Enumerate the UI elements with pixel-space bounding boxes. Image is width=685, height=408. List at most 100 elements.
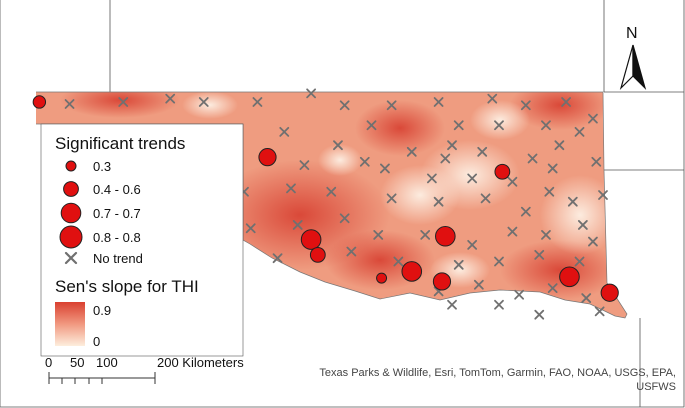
legend-slope-title: Sen's slope for THI bbox=[55, 277, 199, 296]
no-trend-marker bbox=[594, 306, 605, 317]
no-trend-marker bbox=[554, 140, 565, 151]
no-trend-marker bbox=[292, 220, 303, 230]
legend-class-symbol bbox=[63, 181, 79, 197]
trend-marker bbox=[494, 163, 511, 180]
no-trend-marker bbox=[272, 253, 283, 264]
no-trend-marker bbox=[306, 88, 317, 99]
attribution-line-2: USFWS bbox=[636, 381, 676, 393]
no-trend-marker bbox=[198, 97, 209, 107]
scale-tick-200: 200 Kilometers bbox=[157, 355, 244, 370]
no-trend-marker bbox=[544, 186, 555, 197]
legend-class-label: 0.7 - 0.7 bbox=[93, 206, 141, 221]
no-trend-marker bbox=[380, 163, 390, 174]
no-trend-marker bbox=[286, 183, 296, 194]
no-trend-marker bbox=[477, 146, 488, 157]
no-trend-marker bbox=[406, 146, 417, 157]
legend-class-label: 0.4 - 0.6 bbox=[93, 182, 141, 197]
scale-bar-labels: 0 50 100 200 Kilometers bbox=[45, 355, 244, 370]
trend-marker bbox=[32, 95, 47, 109]
legend: Significant trends 0.3 0.4 - 0.6 0.7 - 0.7… bbox=[40, 123, 244, 357]
no-trend-marker bbox=[527, 153, 538, 164]
no-trend-marker bbox=[433, 196, 444, 207]
legend-class-label: 0.8 - 0.8 bbox=[93, 230, 141, 245]
no-trend-marker bbox=[588, 236, 598, 247]
no-trend-marker bbox=[547, 163, 558, 174]
legend-class-symbol bbox=[60, 202, 82, 224]
no-trend-marker bbox=[473, 279, 484, 290]
trend-marker bbox=[258, 148, 277, 167]
trend-marker bbox=[401, 261, 423, 282]
no-trend-marker bbox=[541, 120, 551, 131]
trend-marker bbox=[309, 246, 326, 263]
slope-min-label: 0 bbox=[93, 334, 100, 349]
legend-class-symbol bbox=[65, 160, 77, 172]
no-trend-marker bbox=[447, 299, 457, 310]
no-trend-marker bbox=[507, 226, 518, 237]
no-trend-marker bbox=[520, 206, 531, 217]
attribution-line-1: Texas Parks & Wildlife, Esri, TomTom, Ga… bbox=[319, 367, 676, 379]
no-trend-marker bbox=[299, 160, 310, 171]
no-trend-marker bbox=[64, 99, 75, 109]
no-trend-marker bbox=[440, 153, 451, 164]
slope-max-label: 0.9 bbox=[93, 303, 111, 318]
scale-bar bbox=[48, 372, 156, 384]
no-trend-marker bbox=[534, 249, 545, 260]
x-marker-icon bbox=[64, 251, 78, 265]
attribution: Texas Parks & Wildlife, Esri, TomTom, Ga… bbox=[319, 367, 676, 393]
legend-class-label: 0.3 bbox=[93, 159, 111, 174]
significant-trend-stations bbox=[32, 95, 619, 302]
no-trend-marker bbox=[494, 256, 504, 267]
no-trend-stations bbox=[64, 88, 608, 320]
no-trend-marker bbox=[393, 256, 404, 267]
no-trend-marker bbox=[245, 223, 256, 234]
no-trend-marker bbox=[326, 186, 337, 197]
no-trend-marker bbox=[359, 156, 370, 167]
no-trend-marker bbox=[467, 173, 478, 184]
no-trend-marker bbox=[591, 156, 602, 167]
oklahoma-outline bbox=[36, 91, 628, 319]
trend-marker bbox=[376, 272, 388, 284]
no-trend-marker bbox=[541, 230, 551, 240]
no-trend-marker bbox=[453, 259, 464, 270]
no-trend-marker bbox=[561, 97, 571, 107]
no-trend-marker bbox=[165, 93, 176, 104]
no-trend-marker bbox=[520, 100, 531, 111]
trend-marker bbox=[435, 225, 456, 247]
trend-marker bbox=[432, 272, 452, 291]
no-trend-marker bbox=[574, 256, 585, 267]
slope-color-ramp bbox=[55, 302, 85, 346]
no-trend-marker bbox=[514, 289, 525, 300]
no-trend-marker bbox=[386, 193, 397, 204]
no-trend-marker bbox=[252, 97, 263, 107]
scale-tick-50: 50 bbox=[70, 355, 84, 370]
no-trend-marker bbox=[426, 173, 437, 184]
no-trend-marker bbox=[547, 283, 558, 293]
legend-class-symbol bbox=[59, 225, 83, 249]
no-trend-marker bbox=[574, 126, 585, 137]
no-trend-marker bbox=[333, 140, 343, 151]
trend-marker bbox=[600, 283, 619, 302]
no-trend-marker bbox=[598, 190, 608, 200]
legend-no-trend: No trend bbox=[64, 251, 143, 266]
no-trend-marker bbox=[447, 140, 457, 151]
scale-tick-0: 0 bbox=[45, 355, 52, 370]
no-trend-marker bbox=[420, 230, 431, 240]
no-trend-marker bbox=[467, 239, 478, 250]
no-trend-marker bbox=[373, 230, 384, 240]
no-trend-marker bbox=[366, 120, 377, 131]
north-arrow-icon: N bbox=[619, 25, 647, 91]
no-trend-marker bbox=[433, 97, 444, 107]
no-trend-marker bbox=[494, 120, 504, 131]
no-trend-marker bbox=[581, 293, 592, 303]
scale-tick-100: 100 bbox=[96, 355, 118, 370]
no-trend-marker bbox=[588, 113, 598, 124]
no-trend-marker bbox=[487, 93, 498, 104]
legend-trends-title: Significant trends bbox=[55, 134, 185, 153]
no-trend-marker bbox=[386, 100, 397, 111]
trend-marker bbox=[300, 229, 322, 250]
no-trend-marker bbox=[480, 193, 491, 204]
no-trend-marker bbox=[118, 97, 129, 107]
north-label: N bbox=[626, 25, 638, 42]
